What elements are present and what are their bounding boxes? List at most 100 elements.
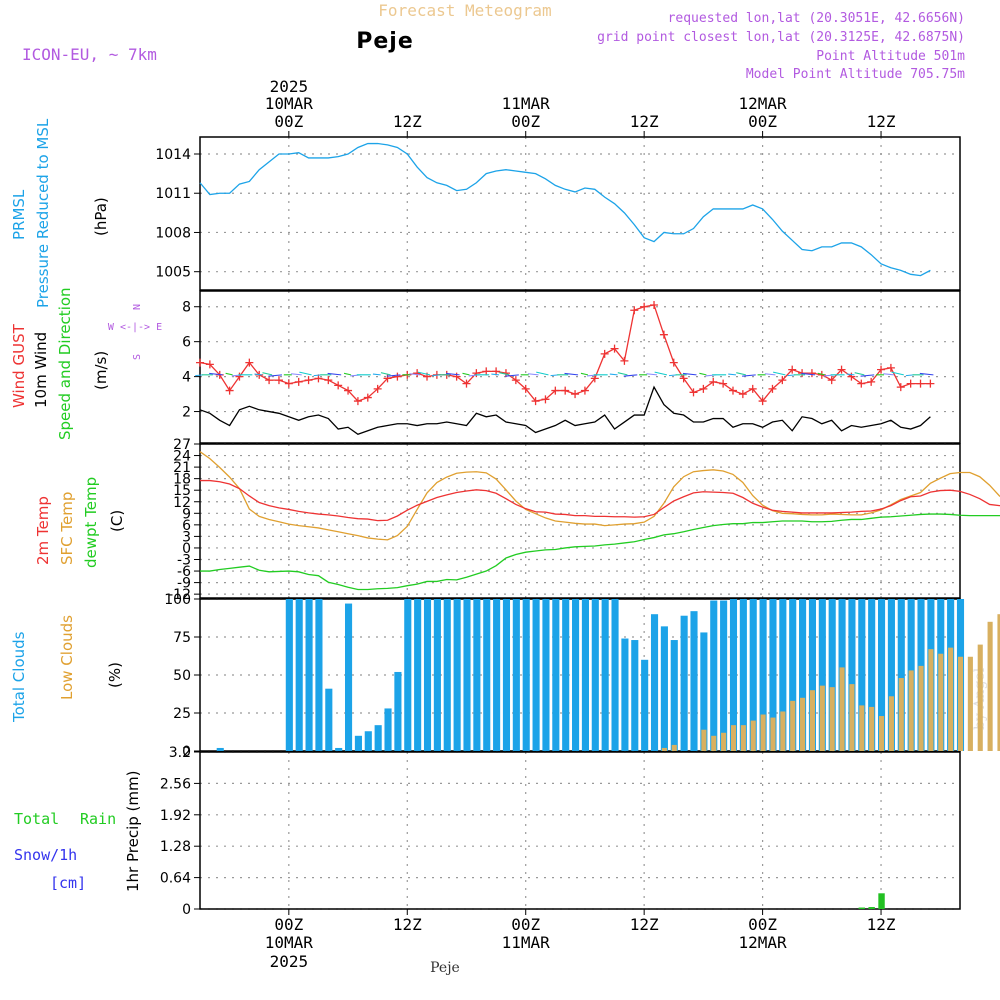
y-tick-label: -6: [177, 564, 191, 580]
low-cloud-bar: [948, 647, 954, 751]
total-cloud-bar: [443, 599, 451, 751]
total-cloud-bar: [305, 599, 313, 751]
gust-marker: [906, 379, 915, 388]
gust-marker: [709, 377, 718, 386]
model-name: ICON-EU, ~ 7km: [22, 45, 157, 64]
wind-arrow: [787, 374, 796, 377]
top-tick-label: 12Z: [630, 112, 659, 131]
gust-marker: [363, 393, 372, 402]
y-tick-label: 24: [173, 449, 191, 465]
wind-arrow: [580, 372, 589, 376]
total-cloud-bar: [463, 599, 471, 751]
gust-marker: [521, 384, 530, 393]
wind-arrow: [668, 374, 677, 377]
gust-marker: [788, 365, 797, 374]
low-cloud-bar: [829, 687, 835, 751]
wind-arrow: [854, 372, 865, 376]
low-cloud-bar: [790, 700, 796, 751]
compass-s: S: [132, 354, 143, 360]
total-cloud-bar: [572, 599, 580, 751]
gust-marker: [531, 397, 540, 406]
bottom-tick-label: 00Z: [274, 915, 303, 934]
wind-line: [199, 385, 931, 435]
total-cloud-bar: [729, 599, 738, 751]
wind-arrow: [623, 374, 638, 377]
total-cloud-bar: [414, 599, 422, 751]
panel-0: 1005 1008 1011 1014: [155, 136, 961, 291]
rain-bar: [878, 893, 885, 909]
chart-title: Forecast Meteogram: [378, 1, 551, 20]
total-cloud-bar: [325, 688, 333, 751]
y-tick-label: 9: [182, 506, 191, 522]
y-tick-label: 12: [173, 495, 191, 511]
low-cloud-bar: [809, 690, 816, 751]
wind-arrow: [386, 374, 401, 377]
gust-marker: [561, 386, 570, 395]
gust-label: Wind GUST: [10, 323, 28, 408]
top-date-label: 12MAR: [739, 94, 788, 113]
wind-arrow: [417, 371, 431, 376]
rain-bar: [868, 907, 875, 909]
wind-arrow: [682, 372, 697, 376]
total-cloud-bar: [641, 659, 649, 751]
low-cloud-bar: [987, 621, 993, 751]
snow-unit: [cm]: [50, 874, 86, 892]
gust-marker: [294, 377, 303, 386]
top-year-label: 2025: [270, 77, 309, 96]
snow-label: Snow/1h: [14, 846, 77, 864]
wind-arrow: [742, 374, 756, 377]
precip-total-label: Total: [14, 810, 59, 828]
low-cloud-bar: [711, 735, 717, 751]
y-tick-label: 1.92: [160, 808, 191, 824]
wind-arrow: [617, 372, 628, 376]
low-cloud-bar: [957, 656, 964, 751]
low-cloud-bar: [928, 649, 934, 751]
gust-marker: [748, 384, 757, 393]
gust-marker: [353, 397, 362, 406]
total-cloud-bar: [591, 599, 599, 751]
wind-arrow: [536, 371, 549, 376]
y-tick-label: 0: [182, 744, 191, 760]
total-cloud-bar: [522, 599, 530, 751]
gust-marker: [205, 360, 214, 369]
gust-marker: [235, 372, 244, 381]
gust-marker: [738, 390, 747, 399]
wind-arrow: [550, 374, 559, 377]
pressure-line: [199, 142, 931, 277]
gust-marker: [847, 372, 856, 381]
gust-marker: [916, 379, 925, 388]
gust-marker: [225, 386, 234, 395]
gust-marker: [610, 344, 619, 353]
gust-marker: [827, 376, 836, 385]
low-cloud-bar: [918, 665, 924, 751]
y-tick-label: 6: [182, 335, 191, 351]
temp-labels: 2m Temp SFC Temp dewpt Temp (C): [34, 477, 126, 568]
wind-arrow: [728, 373, 737, 376]
total-cloud-bar: [828, 599, 836, 751]
low-cloud-bar: [721, 732, 727, 751]
wind-labels: Wind GUST 10m Wind Speed and Direction (…: [10, 287, 162, 440]
wind-arrow: [891, 371, 904, 376]
wind-arrow: [327, 372, 342, 376]
bottom-date-label: 12MAR: [739, 933, 788, 952]
wind-arrow: [491, 373, 500, 376]
bottom-date-label: 10MAR: [265, 933, 314, 952]
wind-arrow: [505, 374, 519, 377]
total-cloud-bar: [315, 599, 323, 751]
gust-marker: [867, 377, 876, 386]
panel-4: 0 0.64 1.28 1.92 2.56 3.2: [160, 745, 961, 918]
low-cloud-bar: [977, 644, 983, 751]
wind-arrow: [764, 373, 776, 376]
y-tick-label: 1011: [155, 186, 191, 202]
low-cloud-bar: [730, 725, 737, 751]
wind-arrow: [860, 374, 875, 377]
clouds-unit: (%): [106, 662, 124, 688]
dewpt-label: dewpt Temp: [82, 477, 100, 568]
y-tick-label: 1005: [155, 265, 191, 281]
wind-arrow: [846, 373, 855, 376]
low-cloud-bar: [938, 653, 944, 751]
gust-marker: [265, 376, 274, 385]
total-cloud-bar: [512, 599, 520, 751]
y-tick-label: 0.64: [160, 871, 191, 887]
